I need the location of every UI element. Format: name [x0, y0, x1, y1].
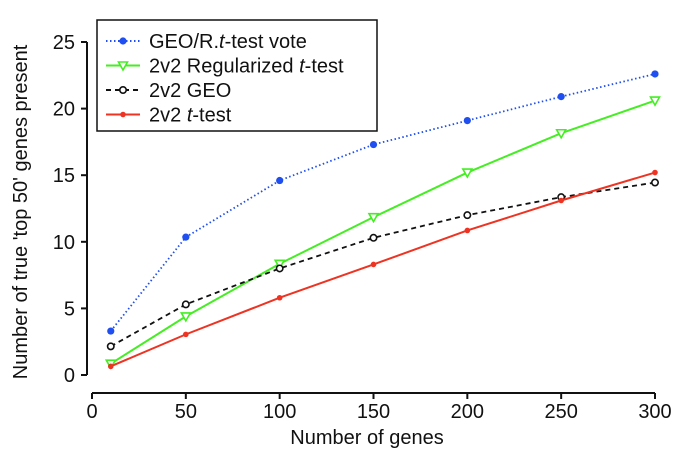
series-line	[110, 171, 656, 368]
data-point	[183, 331, 189, 338]
series-1	[104, 96, 661, 370]
legend-swatch-marker	[117, 61, 129, 72]
legend-label-part: -test vote	[225, 31, 307, 53]
legend-label-part: -test	[192, 105, 231, 127]
legend-entry-label: 2v2 Regularized t-test	[149, 56, 344, 78]
data-point	[463, 116, 471, 125]
series-group	[104, 70, 661, 370]
legend-label-part: t	[299, 56, 306, 78]
legend-label-part: t	[187, 105, 194, 127]
series-0	[107, 70, 659, 335]
data-point	[179, 312, 192, 323]
data-point	[367, 212, 380, 224]
y-tick-label: 20	[53, 99, 75, 121]
x-tick-label: 0	[86, 401, 97, 423]
data-point	[557, 93, 565, 101]
data-point	[181, 300, 190, 309]
data-point	[555, 128, 568, 140]
x-tick-label: 300	[638, 401, 671, 423]
data-point	[275, 264, 284, 273]
data-point	[106, 342, 115, 351]
data-point	[369, 140, 378, 149]
legend-swatch-marker	[119, 37, 127, 45]
data-point	[649, 96, 661, 107]
data-point	[276, 176, 284, 185]
data-point	[651, 70, 659, 78]
y-tick-label: 0	[64, 365, 75, 387]
y-tick-label: 15	[53, 165, 75, 187]
legend-label-part: -test	[305, 56, 344, 78]
data-point	[276, 294, 283, 301]
data-point	[464, 227, 471, 234]
legend-entry-label: GEO/R.t-test vote	[149, 31, 307, 53]
y-tick-label: 10	[53, 232, 75, 254]
x-tick-label: 200	[451, 401, 484, 423]
data-point	[558, 197, 564, 204]
legend-label-part: 2v2 Regularized	[149, 56, 299, 78]
series-2	[106, 178, 659, 351]
data-point	[650, 178, 659, 187]
data-point	[461, 168, 474, 179]
legend-entry-label: 2v2 t-test	[149, 105, 232, 127]
x-tick-label: 150	[357, 401, 390, 423]
legend-swatch-marker	[119, 86, 128, 95]
x-tick-label: 50	[175, 401, 197, 423]
legend-label-part: 2v2	[149, 105, 187, 127]
legend-label-part: GEO/R.	[149, 31, 219, 53]
data-point	[107, 327, 115, 335]
data-point	[652, 169, 658, 176]
legend-swatch-marker	[120, 111, 126, 118]
data-point	[370, 261, 377, 268]
x-axis-label: Number of genes	[290, 427, 443, 449]
x-tick-label: 250	[544, 401, 577, 423]
y-tick-label: 5	[64, 298, 75, 320]
data-point	[182, 233, 190, 241]
data-point	[369, 233, 378, 242]
data-point	[107, 363, 114, 370]
data-point	[273, 259, 286, 270]
legend-label-part: t	[219, 31, 226, 53]
series-3	[107, 169, 658, 370]
series-line	[110, 181, 656, 348]
data-point	[463, 211, 472, 220]
legend-box	[96, 19, 378, 132]
legend-entry-label: 2v2 GEO	[149, 80, 231, 102]
y-tick-label: 25	[53, 32, 75, 54]
x-tick-label: 100	[263, 401, 296, 423]
legend-label-part: 2v2 GEO	[149, 80, 231, 102]
y-axis-label: Number of true 'top 50' genes present	[10, 44, 32, 379]
